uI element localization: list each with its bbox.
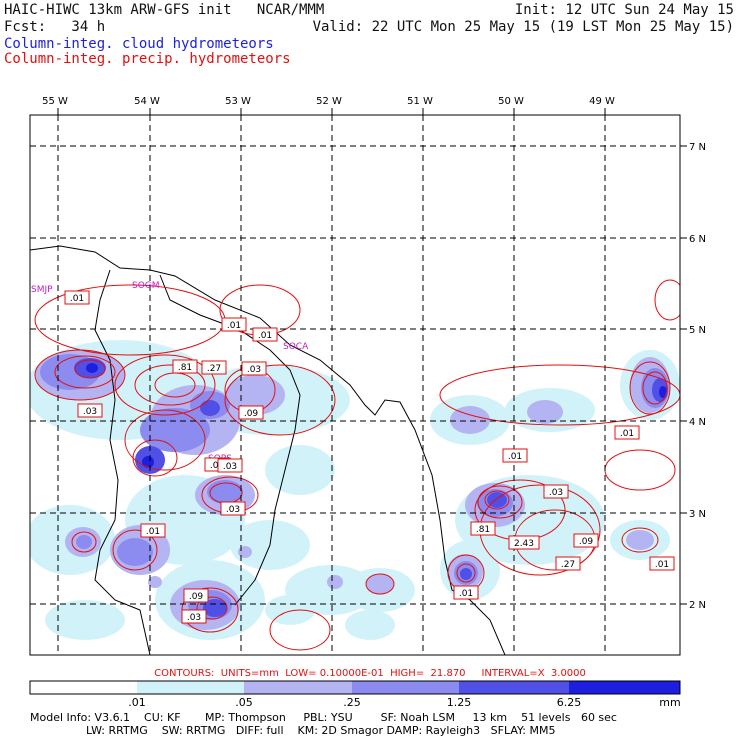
lon-label: 49 W xyxy=(589,96,615,107)
svg-text:.01: .01 xyxy=(459,589,473,599)
svg-text:.01: .01 xyxy=(655,560,669,570)
svg-text:.01: .01 xyxy=(210,461,224,471)
coastline xyxy=(30,245,506,655)
svg-text:.01: .01 xyxy=(146,527,160,537)
svg-text:.09: .09 xyxy=(244,409,259,419)
colorbar-label: 6.25 xyxy=(556,696,582,709)
contour-value-label: .09 xyxy=(183,588,209,603)
colorbar-swatch xyxy=(352,681,459,694)
svg-text:.09: .09 xyxy=(189,592,204,602)
contour-value-label: .01 xyxy=(453,585,479,600)
contour-value-label: .09 xyxy=(238,405,264,420)
contour-value-label: .03 xyxy=(543,484,569,499)
svg-text:.03: .03 xyxy=(223,462,237,472)
colorbar-label: .25 xyxy=(343,696,361,709)
colorbar-label: .01 xyxy=(128,696,146,709)
contour-value-label: 2.43 xyxy=(508,535,540,550)
svg-text:.03: .03 xyxy=(247,365,261,375)
lat-label: 6 N xyxy=(689,234,706,245)
lon-label: 53 W xyxy=(225,96,251,107)
colorbar-units: mm xyxy=(659,696,681,709)
legend-precip-field: Column-integ. precip. hydrometeors xyxy=(4,51,291,67)
svg-text:.03: .03 xyxy=(226,505,240,515)
colorbar-label: 1.25 xyxy=(446,696,472,709)
svg-text:.81: .81 xyxy=(178,363,192,373)
contour-value-label: .81 xyxy=(470,521,496,536)
lon-label: 50 W xyxy=(498,96,524,107)
contour-value-label: .81 xyxy=(172,359,198,374)
svg-text:.01: .01 xyxy=(620,429,634,439)
legend-cloud-field: Column-integ. cloud hydrometeors xyxy=(4,36,274,52)
lon-label: 55 W xyxy=(42,96,68,107)
svg-text:.01: .01 xyxy=(70,294,84,304)
svg-text:.03: .03 xyxy=(187,613,201,623)
contour-labels: .01.01.01.81.27.03.03.09.01.03.01.09.03.… xyxy=(64,290,675,624)
header-valid-time: Valid: 22 UTC Mon 25 May 15 (19 LST Mon … xyxy=(312,19,734,35)
contour-value-label: .03 xyxy=(241,361,267,376)
lat-label: 2 N xyxy=(689,600,706,611)
contour-value-label: .03 xyxy=(181,609,207,624)
plot-frame xyxy=(29,114,681,656)
colorbar-swatch xyxy=(30,681,137,694)
colorbar-swatch xyxy=(569,681,680,694)
contour-value-label: .01 xyxy=(614,425,640,440)
lat-label: 4 N xyxy=(689,417,706,428)
contour-value-label: .01 xyxy=(252,327,278,342)
colorbar-label: .05 xyxy=(235,696,253,709)
colorbar-swatch xyxy=(244,681,352,694)
lat-label: 3 N xyxy=(689,509,706,520)
contour-value-label: .01 xyxy=(140,523,166,538)
station-label: SOGM xyxy=(132,281,160,291)
contour-value-label: .27 xyxy=(555,556,581,571)
header-title: HAIC-HIWC 13km ARW-GFS init NCAR/MMM xyxy=(4,2,325,18)
svg-text:.03: .03 xyxy=(83,407,97,417)
station-label: SOCA xyxy=(283,342,309,352)
contour-value-label: .01 xyxy=(502,448,528,463)
contour-value-label: .03 xyxy=(220,501,246,516)
contour-value-label: .01 xyxy=(649,556,675,571)
svg-text:.03: .03 xyxy=(549,488,563,498)
svg-text:.01: .01 xyxy=(227,321,241,331)
lon-label: 52 W xyxy=(316,96,342,107)
model-info-line2: LW: RRTMG SW: RRTMG DIFF: full KM: 2D Sm… xyxy=(30,724,556,737)
colorbar-frame xyxy=(29,680,681,695)
svg-text:.01: .01 xyxy=(508,452,522,462)
svg-text:.81: .81 xyxy=(476,525,490,535)
station-label: SMJP xyxy=(31,285,53,295)
contour-value-label: .09 xyxy=(573,533,599,548)
contours-info: CONTOURS: UNITS=mm LOW= 0.10000E-01 HIGH… xyxy=(154,668,586,679)
header-init-time: Init: 12 UTC Sun 24 May 15 xyxy=(514,2,734,18)
contour-value-label: .03 xyxy=(77,403,103,418)
lon-label: 54 W xyxy=(134,96,160,107)
svg-text:.27: .27 xyxy=(207,364,221,374)
svg-text:.01: .01 xyxy=(258,331,272,341)
tick-marks xyxy=(57,108,687,605)
cloud-shading xyxy=(30,340,680,640)
contour-value-label: .01 xyxy=(221,317,247,332)
svg-text:.09: .09 xyxy=(579,537,594,547)
svg-text:2.43: 2.43 xyxy=(514,539,534,549)
colorbar-swatch xyxy=(137,681,244,694)
model-info-line1: Model Info: V3.6.1 CU: KF MP: Thompson P… xyxy=(30,711,617,724)
contour-value-label: .01 xyxy=(64,290,90,305)
lat-label: 5 N xyxy=(689,325,706,336)
colorbar xyxy=(29,680,681,695)
contour-value-label: .03 xyxy=(217,458,243,473)
colorbar-swatch xyxy=(459,681,569,694)
header-forecast-hour: Fcst: 34 h xyxy=(4,19,106,35)
contour-value-label: .27 xyxy=(201,360,227,375)
latlon-grid xyxy=(30,115,680,655)
lat-label: 7 N xyxy=(689,142,706,153)
lon-label: 51 W xyxy=(407,96,433,107)
svg-text:.27: .27 xyxy=(561,560,575,570)
